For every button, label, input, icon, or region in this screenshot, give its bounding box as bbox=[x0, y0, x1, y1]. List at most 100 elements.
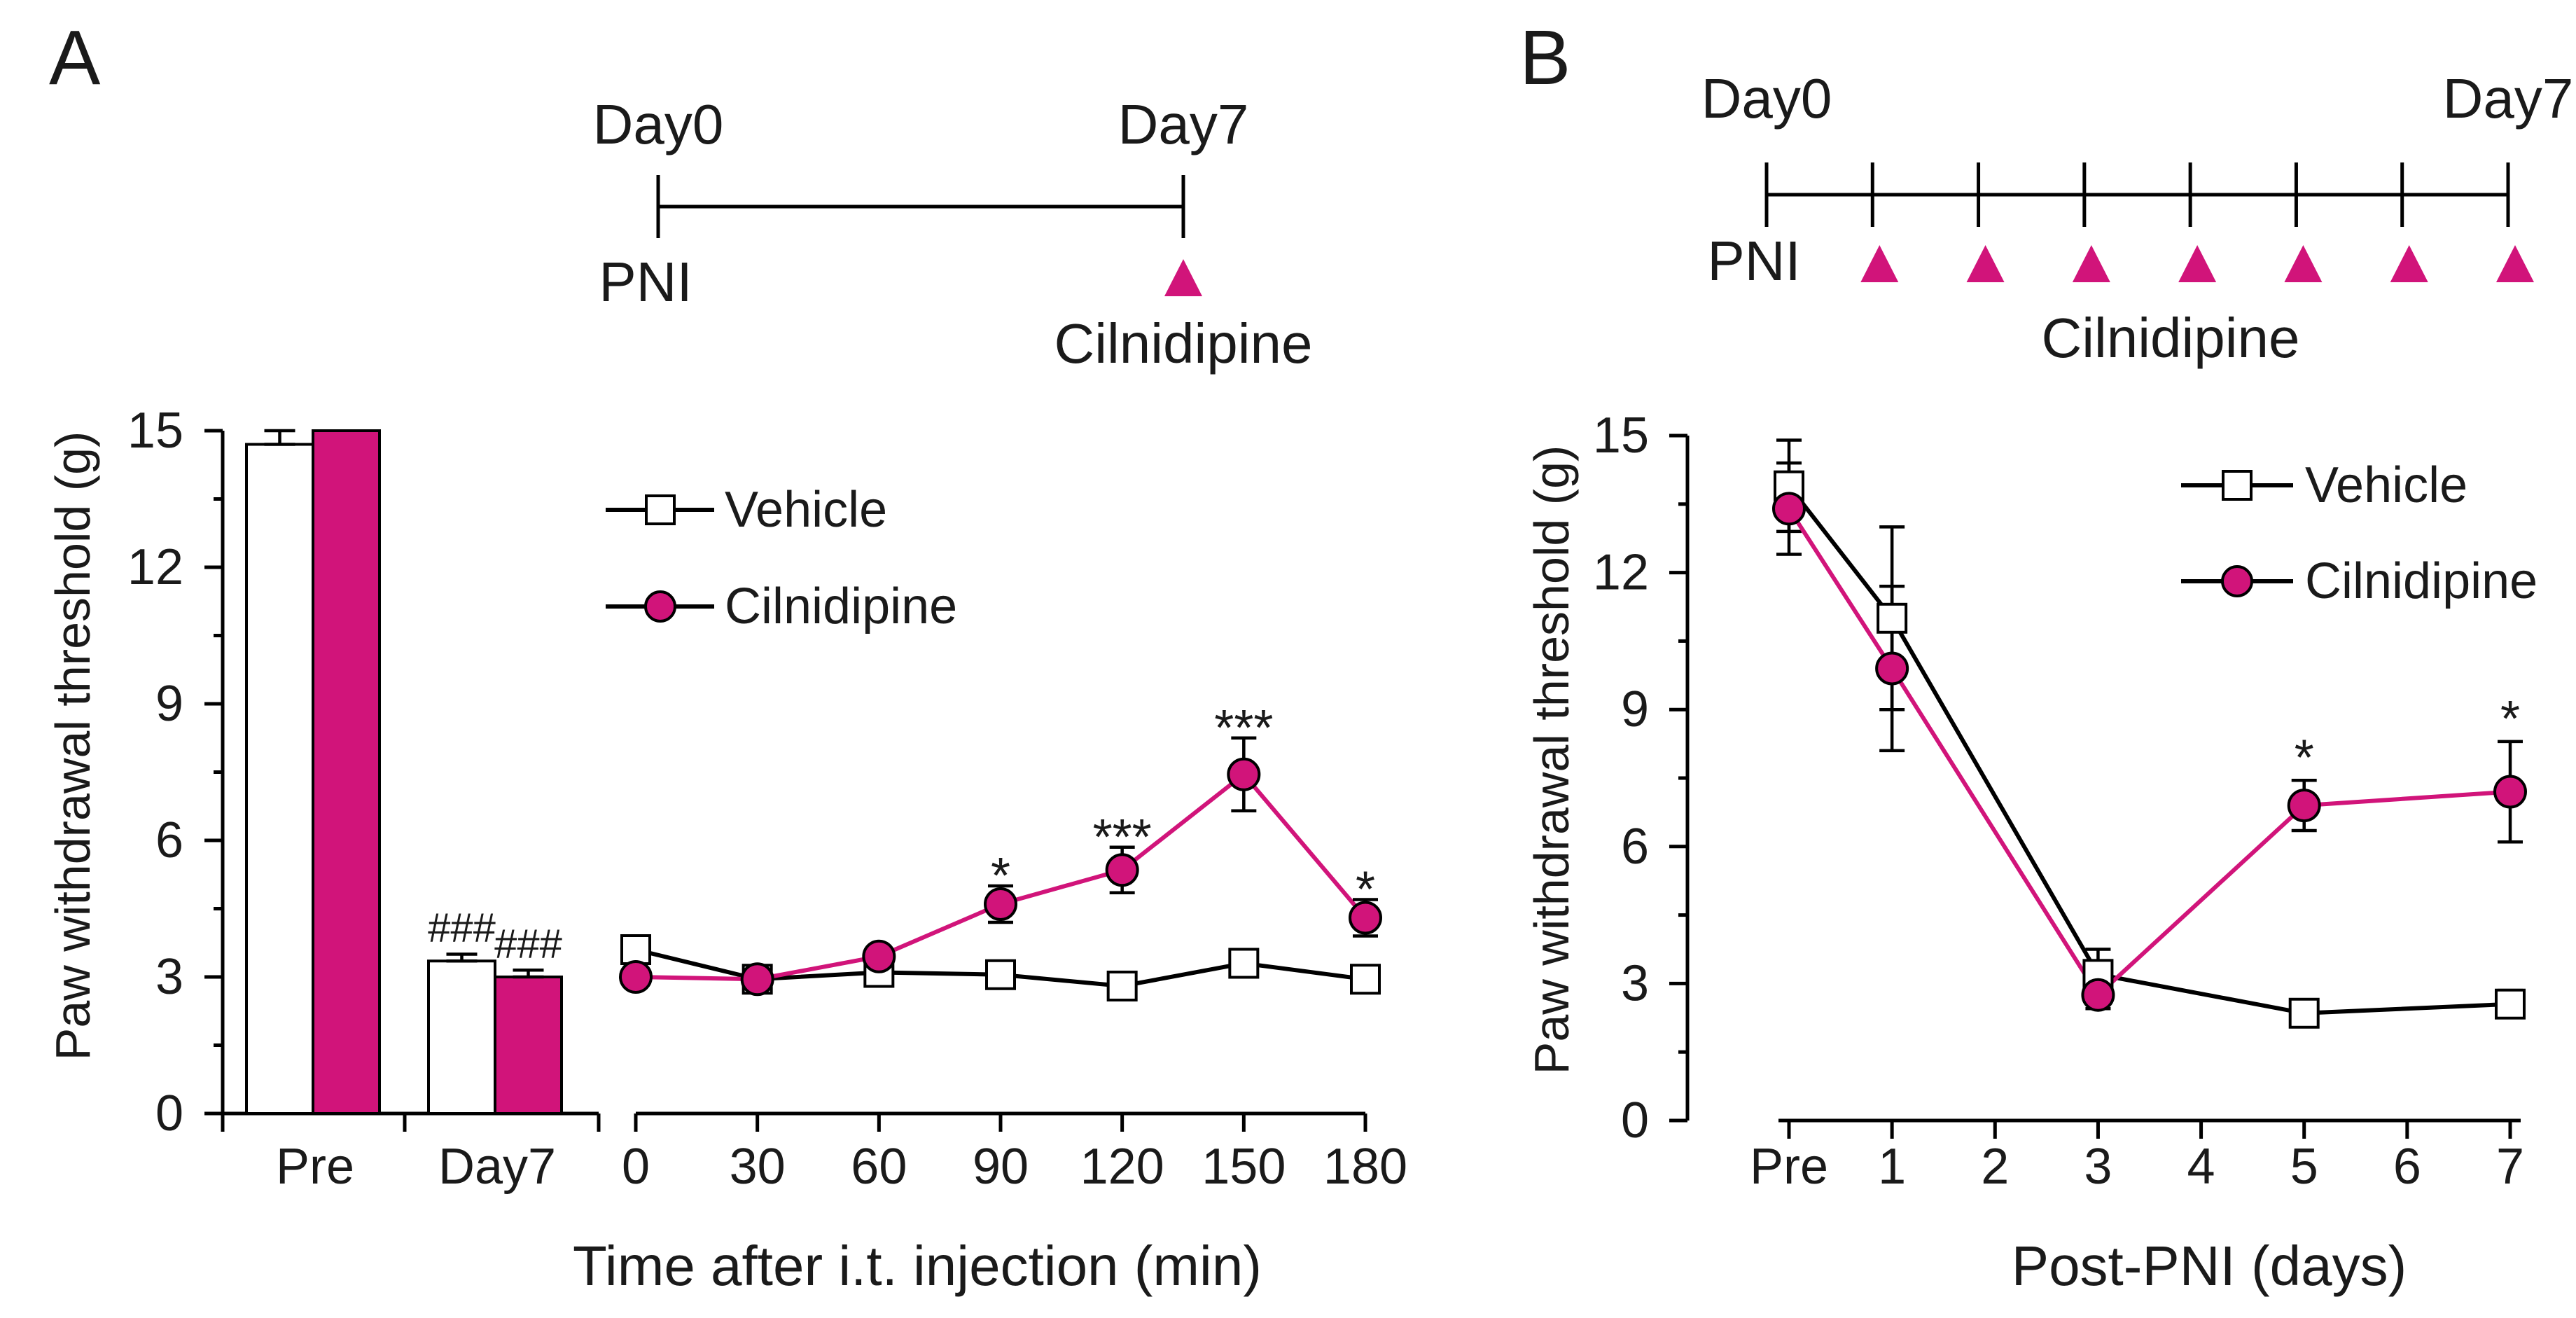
schedule-b-end: Day7 bbox=[2443, 67, 2574, 130]
data-point-cilnidipine bbox=[1875, 651, 1909, 686]
significance-label: *** bbox=[1214, 700, 1273, 756]
data-point-vehicle bbox=[1877, 602, 1908, 634]
data-point-vehicle bbox=[2495, 988, 2526, 1020]
panel-b-y-tick-label: 15 bbox=[1593, 408, 1649, 464]
injection-marker bbox=[2284, 245, 2323, 282]
bar-cilnidipine bbox=[312, 429, 381, 1115]
bar-error-bar bbox=[264, 429, 295, 446]
panel-b-x-tick-label: 3 bbox=[2084, 1139, 2112, 1195]
bar-vehicle bbox=[427, 959, 496, 1115]
panel-b-schedule: Day0 Day7 PNI Cilnidipine bbox=[1701, 67, 2574, 369]
injection-marker bbox=[2496, 245, 2534, 282]
data-point-cilnidipine bbox=[2287, 789, 2321, 823]
bar-error-bar bbox=[513, 969, 544, 979]
bar-vehicle bbox=[245, 443, 314, 1115]
panel-b-x-tick-label: 6 bbox=[2393, 1139, 2421, 1195]
panel-b-y-tick-label: 3 bbox=[1621, 955, 1649, 1011]
panel-a-label: A bbox=[49, 15, 101, 101]
data-point-cilnidipine bbox=[1772, 492, 1806, 526]
data-point-vehicle bbox=[985, 959, 1016, 990]
panel-a-y-tick-label: 15 bbox=[127, 403, 183, 459]
panel-b-x-tick-label: Pre bbox=[1750, 1139, 1828, 1195]
panel-a-bar-category: Pre bbox=[276, 1139, 354, 1195]
significance-label: * bbox=[2500, 691, 2520, 747]
panel-b-ylabel: Paw withdrawal threshold (g) bbox=[1524, 445, 1579, 1075]
panel-a-x-tick-label: 90 bbox=[973, 1139, 1029, 1195]
panel-a-x-tick-label: 120 bbox=[1080, 1139, 1164, 1195]
data-point-vehicle bbox=[1228, 948, 1260, 979]
data-point-cilnidipine bbox=[862, 939, 896, 973]
panel-a-y-tick-label: 12 bbox=[127, 539, 183, 595]
injection-marker bbox=[2178, 245, 2217, 282]
panel-a-axes: Paw withdrawal threshold (g) Time after … bbox=[46, 403, 1407, 1297]
legend-b-vehicle-marker bbox=[2222, 470, 2253, 501]
panel-b-x-tick-label: 2 bbox=[1981, 1139, 2009, 1195]
panel-b-y-tick-label: 0 bbox=[1621, 1092, 1649, 1149]
panel-b-x-tick-label: 4 bbox=[2187, 1139, 2215, 1195]
data-point-cilnidipine bbox=[984, 887, 1017, 921]
legend-a-vehicle-marker bbox=[645, 494, 676, 525]
data-point-vehicle bbox=[620, 934, 651, 965]
schedule-b-treatment: Cilnidipine bbox=[2041, 307, 2299, 369]
panel-a-plot: ######******** bbox=[245, 429, 1382, 1115]
significance-label: * bbox=[991, 848, 1010, 904]
panel-a-bar-category: Day7 bbox=[438, 1139, 556, 1195]
bar-error-bar bbox=[446, 952, 478, 963]
significance-label: *** bbox=[1093, 810, 1152, 866]
bar-significance-label: ### bbox=[428, 906, 496, 951]
schedule-a-end: Day7 bbox=[1118, 93, 1249, 155]
legend-b-cilnidipine-label: Cilnidipine bbox=[2305, 553, 2537, 609]
panel-a-ylabel: Paw withdrawal threshold (g) bbox=[46, 431, 100, 1061]
schedule-b-event: PNI bbox=[1707, 230, 1800, 292]
panel-b-axes: Paw withdrawal threshold (g) Post-PNI (d… bbox=[1524, 408, 2524, 1297]
data-point-vehicle bbox=[1350, 964, 1381, 995]
panel-b-x-tick-label: 5 bbox=[2290, 1139, 2318, 1195]
panel-a-y-tick-label: 9 bbox=[155, 676, 183, 732]
panel-a-y-tick-label: 0 bbox=[155, 1085, 183, 1142]
panel-b-label: B bbox=[1519, 15, 1571, 101]
panel-a-x-tick-label: 150 bbox=[1202, 1139, 1286, 1195]
legend-a-vehicle-label: Vehicle bbox=[725, 482, 887, 538]
schedule-a-start: Day0 bbox=[593, 93, 724, 155]
legend-b: Vehicle Cilnidipine bbox=[2181, 457, 2537, 609]
legend-a-cilnidipine-label: Cilnidipine bbox=[725, 578, 957, 634]
injection-marker bbox=[1966, 245, 2005, 282]
schedule-a-event: PNI bbox=[599, 251, 692, 313]
data-point-cilnidipine bbox=[1227, 757, 1261, 791]
injection-marker bbox=[2390, 245, 2428, 282]
schedule-b-start: Day0 bbox=[1701, 67, 1832, 130]
panel-b-plot: ** bbox=[1772, 438, 2527, 1029]
panel-b-x-tick-label: 1 bbox=[1878, 1139, 1906, 1195]
data-point-cilnidipine bbox=[2081, 978, 2115, 1012]
legend-a: Vehicle Cilnidipine bbox=[606, 482, 957, 634]
panel-a-xlabel: Time after i.t. injection (min) bbox=[573, 1235, 1262, 1297]
panel-a-x-tick-label: 180 bbox=[1323, 1139, 1407, 1195]
data-point-cilnidipine bbox=[1105, 853, 1139, 887]
data-point-cilnidipine bbox=[740, 962, 774, 997]
panel-a-x-tick-label: 30 bbox=[730, 1139, 786, 1195]
significance-label: * bbox=[2295, 730, 2314, 786]
data-point-cilnidipine bbox=[1349, 901, 1382, 935]
bar-significance-label: ### bbox=[494, 921, 562, 966]
data-point-cilnidipine bbox=[2493, 775, 2527, 809]
data-point-cilnidipine bbox=[619, 960, 653, 994]
injection-marker bbox=[1860, 245, 1899, 282]
panel-a-x-tick-label: 0 bbox=[622, 1139, 650, 1195]
panel-a-y-tick-label: 3 bbox=[155, 949, 183, 1005]
panel-a-y-tick-label: 6 bbox=[155, 812, 183, 868]
panel-a-x-tick-label: 60 bbox=[851, 1139, 907, 1195]
panel-b-y-tick-label: 6 bbox=[1621, 819, 1649, 875]
injection-marker bbox=[1164, 259, 1202, 296]
panel-b-x-tick-label: 7 bbox=[2496, 1139, 2524, 1195]
panel-b-y-tick-label: 12 bbox=[1593, 545, 1649, 601]
legend-a-cilnidipine-marker bbox=[644, 590, 676, 623]
injection-marker bbox=[2072, 245, 2110, 282]
panel-b-y-tick-label: 9 bbox=[1621, 681, 1649, 737]
schedule-a-treatment: Cilnidipine bbox=[1054, 312, 1312, 375]
panel-b-xlabel: Post-PNI (days) bbox=[2012, 1235, 2407, 1297]
bar-cilnidipine bbox=[494, 976, 563, 1115]
legend-b-cilnidipine-marker bbox=[2221, 565, 2253, 597]
data-point-vehicle bbox=[1106, 971, 1138, 1001]
legend-b-vehicle-label: Vehicle bbox=[2305, 457, 2467, 513]
